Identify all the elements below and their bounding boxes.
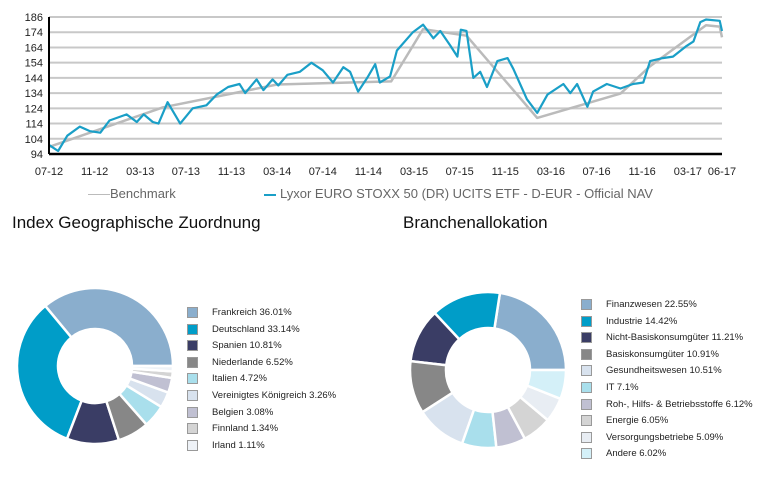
y-tick-label: 94: [31, 149, 43, 161]
legend-swatch: [187, 323, 198, 335]
legend-label: Belgien 3.08%: [212, 406, 274, 418]
y-tick-label: 144: [25, 73, 43, 85]
legend-swatch: [581, 299, 592, 310]
x-tick-label: 11-14: [355, 166, 382, 178]
legend-swatch: [187, 390, 198, 401]
x-tick-label: 03-13: [126, 166, 154, 178]
legend-label: Roh-, Hilfs- & Betriebsstoffe 6.12%: [606, 398, 753, 410]
donut-slice: [420, 391, 476, 446]
donut-slice: [128, 370, 174, 395]
y-tick-label: 104: [25, 134, 43, 146]
donut-slice: [117, 383, 164, 427]
x-tick-label: 07-13: [172, 166, 200, 178]
x-tick-label: 03-14: [263, 166, 291, 178]
benchmark-line: [48, 24, 724, 149]
y-tick-label: 186: [25, 12, 43, 24]
legend-label: IT 7.1%: [606, 382, 639, 393]
x-tick-label: 03-16: [537, 166, 565, 178]
donut-slice: [493, 291, 568, 372]
legend-label: Energie 6.05%: [606, 415, 669, 427]
legend-swatch: [187, 356, 198, 368]
donut-slice: [65, 398, 121, 446]
legend-swatch: [581, 365, 592, 377]
x-tick-label: 11-15: [492, 166, 519, 178]
donut-slice: [43, 286, 175, 368]
legend-fund: Lyxor EURO STOXX 50 (DR) UCITS ETF - D-E…: [264, 186, 653, 201]
donut-slice: [130, 364, 175, 373]
x-tick-label: 11-12: [81, 166, 108, 178]
legend-label: Nicht-Basiskonsumgüter 11.21%: [606, 332, 744, 344]
legend-swatch: [187, 423, 198, 435]
x-tick-label: 07-15: [446, 166, 474, 178]
x-tick-label: 11-16: [628, 166, 655, 178]
legend-label: Basiskonsumgüter 10.91%: [606, 348, 720, 360]
legend-swatch: [581, 348, 592, 360]
donut-slice: [506, 395, 550, 441]
donut-slice: [525, 368, 568, 401]
legend-label: Industrie 14.42%: [606, 315, 678, 327]
fund-line: [48, 18, 724, 153]
sector-title: Branchenallokation: [403, 213, 548, 232]
legend-label: Niederlande 6.52%: [212, 356, 293, 368]
legend-swatch: [581, 382, 592, 393]
legend-label: Gesundheitswesen 10.51%: [606, 365, 722, 377]
legend-swatch: [187, 406, 198, 418]
fund-legend-line: [264, 193, 276, 196]
x-tick-label: 03-15: [400, 166, 428, 178]
y-tick-label: 164: [25, 42, 43, 54]
x-tick-label: 07-14: [309, 166, 337, 178]
legend-swatch: [581, 431, 592, 443]
legend-label: Irland 1.11%: [212, 439, 265, 451]
legend-label: Vereinigtes Königreich 3.26%: [212, 390, 337, 401]
legend-swatch: [187, 340, 198, 352]
legend-label: Finnland 1.34%: [212, 423, 279, 435]
donut-slice: [432, 290, 502, 342]
donut-slice: [104, 392, 149, 442]
donut-slice: [491, 405, 527, 449]
donut-slice: [460, 408, 498, 450]
x-tick-label: 03-17: [674, 166, 702, 178]
legend-label: Italien 4.72%: [212, 373, 267, 385]
legend-label: Frankreich 36.01%: [212, 307, 292, 318]
y-tick-label: 124: [25, 103, 43, 115]
performance-line-chart: 94 104 114 124 134 144 154 164 174 186 07-12 11-12 0…: [25, 12, 736, 178]
donut-slice: [409, 311, 462, 367]
legend-label: Andere 6.02%: [606, 448, 667, 460]
donut-slice: [130, 367, 175, 380]
y-tick-label: 114: [25, 119, 43, 131]
legend-swatch: [581, 415, 592, 427]
legend-label: Spanien 10.81%: [212, 340, 282, 352]
x-tick-label: 07-12: [35, 166, 63, 178]
legend-label: Finanzwesen 22.55%: [606, 299, 697, 310]
donut-slice: [408, 359, 455, 414]
legend-swatch: [187, 439, 198, 451]
legend-swatch: [581, 315, 592, 327]
x-tick-label: 07-16: [582, 166, 610, 178]
legend-swatch: [581, 448, 592, 460]
x-tick-label: 06-17: [708, 166, 736, 178]
donut-slice: [518, 383, 563, 422]
legend-swatch: [581, 332, 592, 344]
legend-swatch: [187, 307, 198, 318]
x-tick-label: 11-13: [218, 166, 245, 178]
legend-swatch: [187, 373, 198, 385]
y-tick-label: 154: [25, 58, 43, 70]
donut-slice: [15, 304, 84, 441]
donut-slice: [124, 376, 170, 409]
y-tick-label: 134: [25, 88, 43, 100]
legend-label: Versorgungsbetriebe 5.09%: [606, 431, 724, 443]
benchmark-legend-line: [88, 194, 110, 196]
legend-benchmark: Benchmark: [88, 186, 176, 201]
legend-label: Deutschland 33.14%: [212, 323, 300, 335]
legend-swatch: [581, 398, 592, 410]
y-tick-label: 174: [25, 27, 43, 39]
geo-title: Index Geographische Zuordnung: [12, 213, 261, 232]
